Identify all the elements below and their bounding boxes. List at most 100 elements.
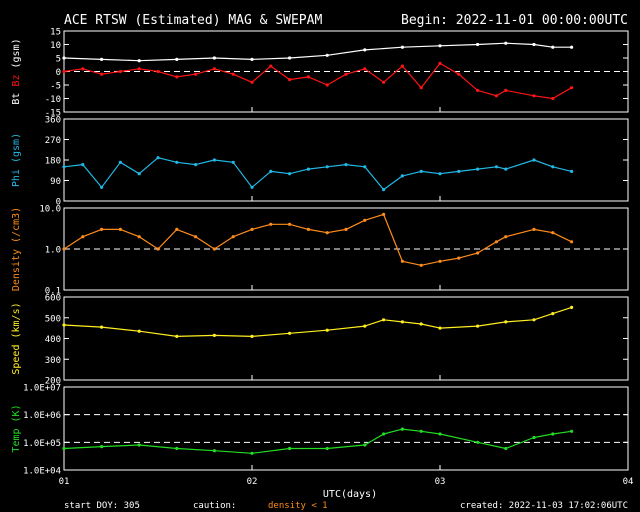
- data-point-speed-9: [382, 318, 386, 322]
- y-tick-label-phi-2: 180: [45, 157, 61, 167]
- data-point-phi-19: [419, 169, 423, 173]
- data-point-bt-8: [363, 48, 367, 52]
- series-mag-0: [62, 41, 574, 63]
- data-point-bz-0: [62, 69, 66, 74]
- data-point-density-8: [212, 247, 216, 251]
- series-line-bz: [63, 62, 572, 100]
- data-point-bz-17: [382, 80, 386, 84]
- data-point-phi-8: [212, 158, 216, 162]
- y-axis-label-part-mag-1: Bz: [11, 75, 22, 93]
- data-point-speed-15: [532, 318, 536, 322]
- data-point-phi-5: [156, 156, 160, 160]
- data-point-temp-14: [504, 446, 508, 451]
- data-point-phi-1: [81, 163, 85, 167]
- data-point-density-12: [288, 222, 292, 226]
- data-point-bz-2: [100, 72, 104, 76]
- x-axis-label: UTC(days): [323, 489, 377, 500]
- series-line-temp: [63, 428, 572, 454]
- data-point-bz-20: [438, 61, 442, 65]
- data-point-density-23: [494, 240, 498, 244]
- data-point-bt-6: [288, 56, 292, 60]
- data-point-speed-13: [476, 324, 480, 328]
- data-point-density-10: [250, 227, 254, 231]
- chart-panels: -15 -10 -5 0 5 10 15 Bt Bz (gsm) 0 90 180 270 360 Phi…: [11, 28, 629, 477]
- x-tick-label-2: 03: [435, 477, 446, 487]
- data-point-bz-22: [476, 88, 480, 92]
- data-point-bt-4: [212, 56, 216, 60]
- data-point-temp-9: [382, 432, 386, 436]
- y-tick-label-mag-0: -15: [45, 109, 61, 119]
- data-point-bz-11: [269, 64, 273, 68]
- y-tick-label-temp-0: 1.0E+04: [23, 467, 61, 477]
- y-axis-label-mag: Bt Bz (gsm): [11, 38, 22, 104]
- data-point-speed-5: [250, 334, 254, 338]
- data-point-phi-25: [532, 158, 536, 162]
- data-point-phi-7: [194, 163, 198, 167]
- data-point-phi-24: [504, 167, 508, 171]
- data-point-temp-16: [551, 432, 555, 436]
- data-point-phi-3: [118, 160, 122, 164]
- data-point-speed-7: [325, 328, 329, 332]
- data-point-speed-4: [212, 333, 216, 337]
- data-point-density-3: [118, 227, 122, 231]
- data-point-bz-6: [175, 75, 179, 79]
- data-point-density-7: [194, 235, 198, 239]
- data-point-bz-19: [419, 86, 423, 90]
- data-point-phi-17: [382, 188, 386, 192]
- data-point-density-19: [419, 263, 423, 267]
- data-point-bz-8: [212, 67, 216, 71]
- data-point-density-17: [382, 212, 386, 216]
- y-axis-label-part-mag-0: Bt: [11, 93, 22, 105]
- data-point-phi-15: [344, 163, 348, 167]
- series-line-phi: [63, 157, 572, 191]
- data-point-speed-3: [175, 334, 179, 338]
- data-point-phi-21: [457, 169, 461, 173]
- data-point-speed-8: [363, 324, 367, 328]
- data-point-density-2: [100, 227, 104, 231]
- data-point-bt-13: [532, 42, 536, 47]
- footer-start-doy: start DOY: 305: [64, 501, 140, 511]
- y-axis-label-temp: Temp (K): [11, 404, 22, 452]
- y-tick-label-phi-1: 90: [50, 177, 61, 187]
- y-tick-label-mag-4: 5: [56, 55, 61, 65]
- data-point-temp-10: [400, 427, 404, 431]
- data-point-phi-2: [100, 185, 104, 189]
- data-point-bt-5: [250, 57, 254, 62]
- data-point-density-13: [306, 227, 310, 231]
- x-tick-label-0: 01: [59, 477, 70, 487]
- data-point-density-20: [438, 259, 442, 263]
- data-point-density-26: [551, 231, 555, 235]
- data-point-phi-6: [175, 160, 179, 164]
- data-point-phi-16: [363, 165, 367, 169]
- data-point-density-24: [504, 235, 508, 239]
- data-point-bz-18: [400, 64, 404, 68]
- series-density-0: [62, 212, 574, 267]
- y-tick-label-density-0: 0.1: [45, 287, 61, 297]
- data-point-bz-1: [81, 67, 85, 71]
- data-point-bz-23: [494, 94, 498, 98]
- data-point-density-25: [532, 227, 536, 231]
- y-tick-label-mag-6: 15: [50, 28, 61, 38]
- data-point-density-22: [476, 251, 480, 255]
- data-point-bt-9: [400, 45, 404, 49]
- data-point-bt-15: [570, 45, 574, 49]
- data-point-temp-7: [325, 446, 329, 451]
- data-point-phi-20: [438, 172, 442, 176]
- data-point-temp-5: [250, 451, 254, 455]
- data-point-speed-2: [137, 329, 141, 333]
- data-point-bz-5: [156, 69, 160, 74]
- data-point-bt-1: [100, 57, 104, 62]
- y-axis-label-part-temp-0: Temp (K): [11, 404, 22, 452]
- data-point-bt-3: [175, 57, 179, 62]
- data-point-bz-24: [504, 88, 508, 92]
- series-line-density: [63, 213, 572, 266]
- series-line-speed: [63, 306, 572, 337]
- data-point-phi-14: [325, 165, 329, 169]
- begin-time-label: Begin: 2022-11-01 00:00:00UTC: [401, 13, 628, 28]
- y-axis-label-part-mag-2: (gsm): [11, 38, 22, 74]
- data-point-temp-2: [137, 443, 141, 447]
- data-point-bt-0: [62, 56, 66, 60]
- data-point-temp-13: [476, 440, 480, 444]
